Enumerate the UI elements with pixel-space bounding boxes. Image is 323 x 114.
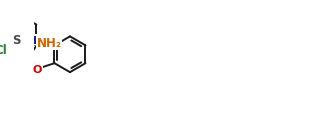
Text: S: S: [12, 33, 20, 46]
Text: NH₂: NH₂: [36, 37, 61, 50]
Text: O: O: [33, 64, 42, 74]
Text: Cl: Cl: [0, 44, 7, 57]
Text: N: N: [33, 35, 42, 45]
